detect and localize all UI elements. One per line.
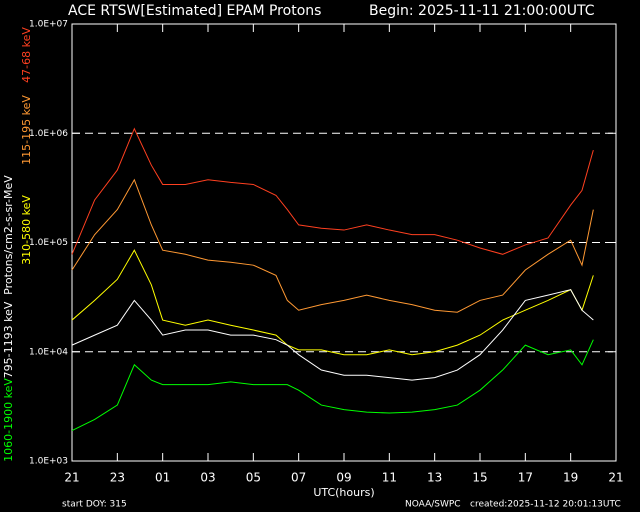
x-tick-label: 01	[155, 471, 170, 485]
x-tick-label: 21	[64, 471, 79, 485]
series-line	[71, 249, 594, 356]
y-tick-label: 1.0E+07	[29, 20, 68, 30]
series-line	[71, 339, 594, 431]
y-axis-label: Protons/cm2-s-sr-MeV	[2, 175, 15, 295]
x-tick-label: 05	[246, 471, 261, 485]
x-tick-label: 21	[608, 471, 623, 485]
x-tick-label: 17	[518, 471, 533, 485]
x-tick-label: 11	[382, 471, 397, 485]
x-tick-label: 03	[200, 471, 215, 485]
y-tick-label: 1.0E+03	[29, 457, 68, 467]
chart-title: ACE RTSW[Estimated] EPAM Protons	[68, 3, 321, 19]
series-line	[71, 178, 594, 313]
x-tick-label: 13	[427, 471, 442, 485]
legend-label: 115-195 keV	[20, 95, 33, 165]
series-line	[71, 127, 594, 255]
footer-right: created:2025-11-12 20:01:13UTC	[470, 500, 621, 510]
x-tick-label: 19	[563, 471, 578, 485]
footer-left: start DOY: 315	[62, 500, 127, 510]
x-axis-label: UTC(hours)	[313, 486, 374, 499]
series-line	[71, 289, 594, 381]
x-tick-label: 09	[336, 471, 351, 485]
legend-label: 47-68 keV	[20, 27, 33, 83]
y-tick-label: 1.0E+04	[29, 347, 68, 357]
x-tick-label: 07	[291, 471, 306, 485]
y-tick-label: 1.0E+06	[29, 129, 68, 139]
legend-label: 310-580 keV	[20, 195, 33, 265]
x-tick-label: 15	[472, 471, 487, 485]
x-tick-label: 23	[110, 471, 125, 485]
chart-subtitle: Begin: 2025-11-11 21:00:00UTC	[369, 3, 595, 19]
y-tick-label: 1.0E+05	[29, 238, 68, 248]
legend-label: 795-1193 keV	[2, 301, 15, 378]
legend-label: 1060-1900 keV	[2, 378, 15, 462]
footer-center: NOAA/SWPC	[405, 500, 461, 510]
